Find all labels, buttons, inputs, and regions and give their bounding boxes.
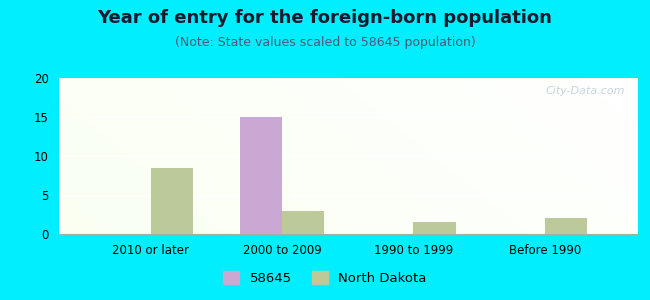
Bar — [545, 218, 587, 234]
Bar — [282, 211, 324, 234]
Bar — [413, 222, 456, 234]
Bar — [240, 117, 282, 234]
Text: Year of entry for the foreign-born population: Year of entry for the foreign-born popul… — [98, 9, 552, 27]
Legend: 58645, North Dakota: 58645, North Dakota — [218, 266, 432, 290]
Bar — [151, 168, 192, 234]
Text: City-Data.com: City-Data.com — [546, 86, 625, 96]
Text: (Note: State values scaled to 58645 population): (Note: State values scaled to 58645 popu… — [175, 36, 475, 49]
